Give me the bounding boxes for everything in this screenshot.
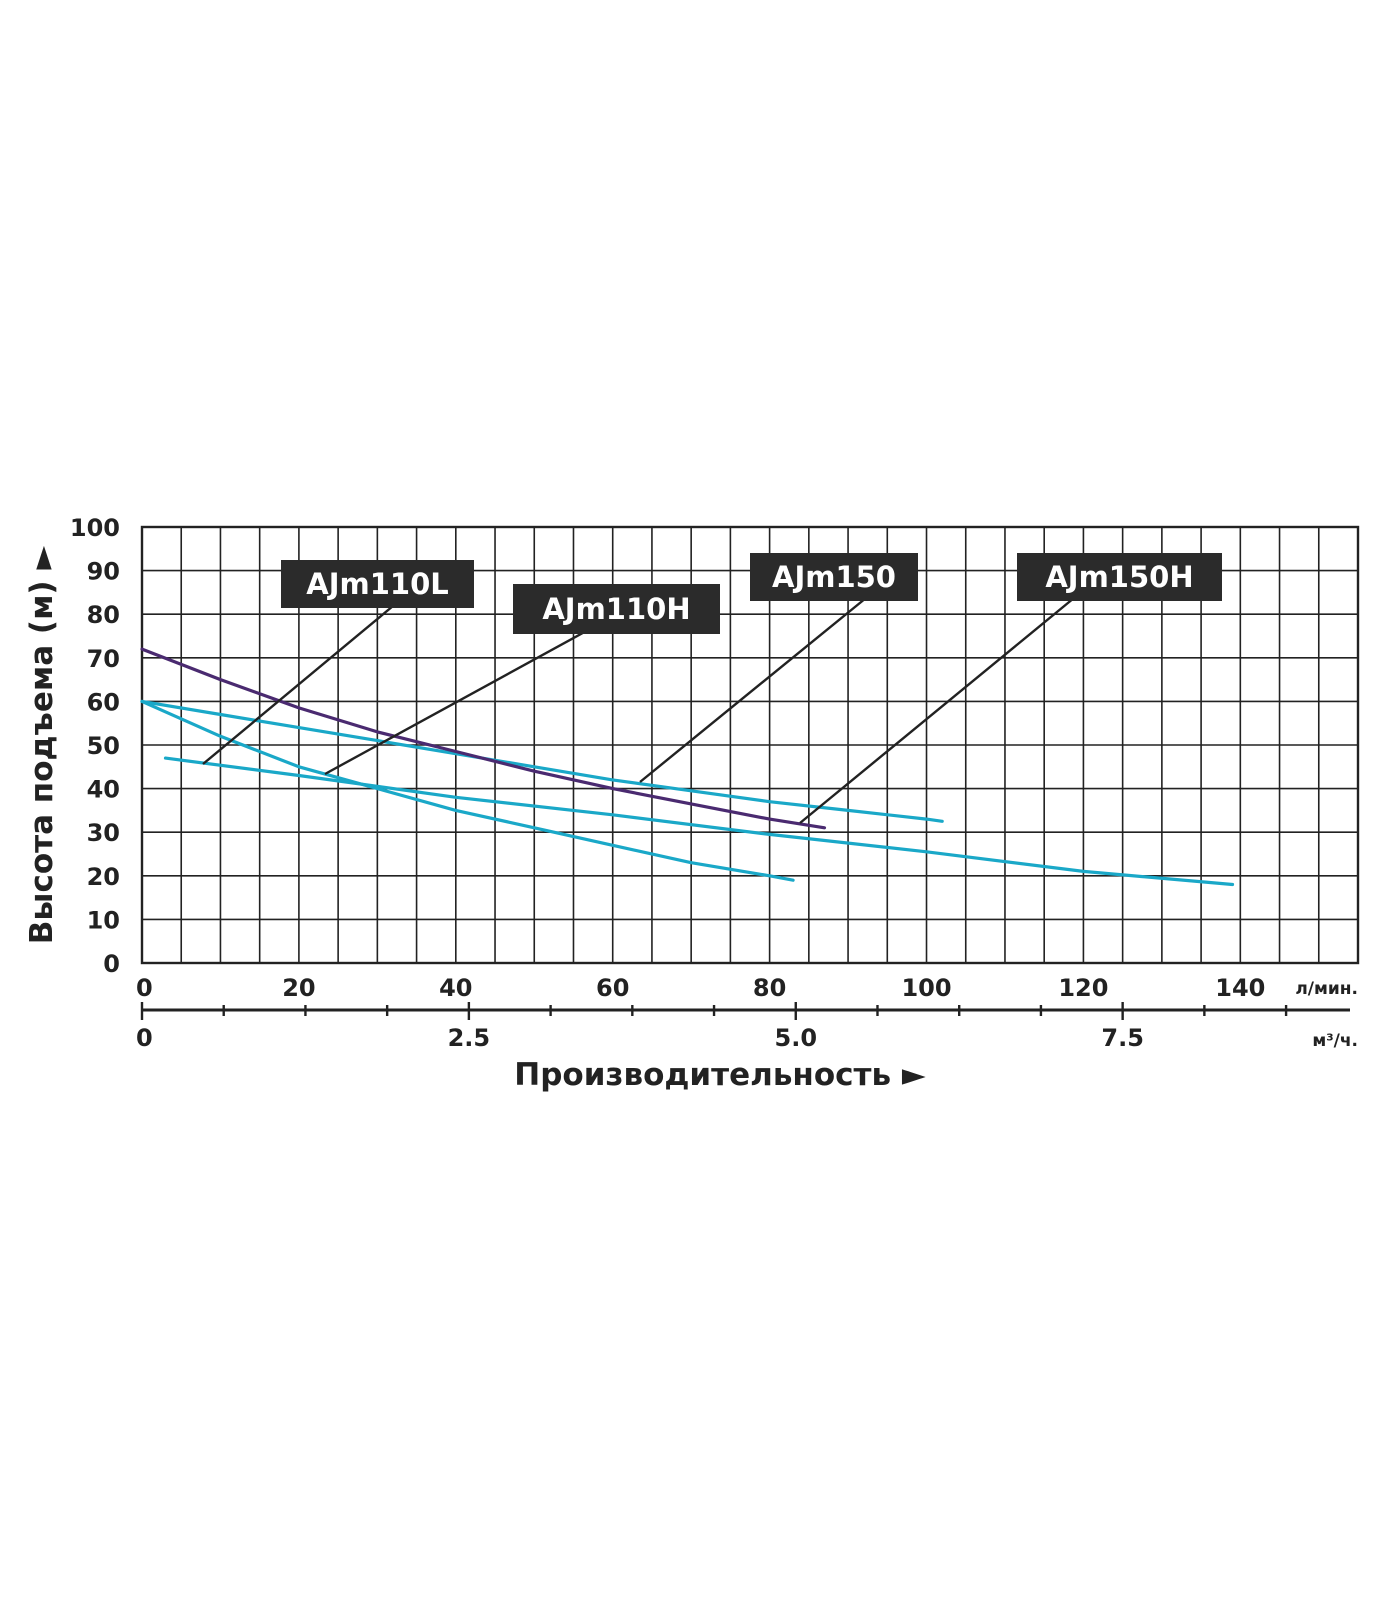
x-tick-label: 100	[901, 974, 951, 1002]
callout-leader-ajm110l	[202, 595, 406, 765]
callout-box-ajm110h	[513, 584, 720, 634]
series-label-ajm110l: AJm110L	[306, 567, 448, 601]
x-tick-label: 120	[1058, 974, 1108, 1002]
x-axis-title: Производительность ►	[514, 1057, 926, 1093]
x2-tick-label: 5.0	[775, 1024, 818, 1052]
y-tick-label: 0	[103, 950, 120, 978]
series-line-ajm110h	[140, 699, 944, 823]
series-callouts: AJm110L AJm110H AJm150 AJm150H	[202, 553, 1222, 824]
series-label-ajm150: AJm150	[772, 560, 896, 594]
x2-axis-unit: м³/ч.	[1312, 1031, 1358, 1051]
y-axis-title: Высота подъема (м) ►	[24, 546, 60, 945]
y-tick-label: 70	[87, 645, 120, 673]
y-tick-label: 50	[87, 732, 120, 760]
x2-tick-label: 2.5	[448, 1024, 491, 1052]
y-tick-label: 20	[87, 863, 120, 891]
axes: 0 10 20 30 40 50 60 70 80 90 100 0 20 40 60 80 100 120 140…	[24, 514, 1358, 1093]
x-tick-label: 60	[596, 974, 629, 1002]
x-tick-label: 140	[1215, 974, 1265, 1002]
callout-leader-ajm150h	[799, 597, 1075, 824]
y-tick-label: 30	[87, 819, 120, 847]
x-tick-label: 40	[439, 974, 472, 1002]
series-line-ajm110l	[140, 699, 795, 882]
x2-tick-label: 0	[136, 1024, 153, 1052]
x-axis-unit: л/мин.	[1295, 979, 1358, 999]
x2-tick-label: 7.5	[1101, 1024, 1144, 1052]
y-tick-label: 80	[87, 601, 120, 629]
y-tick-label: 100	[70, 514, 120, 542]
y-tick-label: 60	[87, 688, 120, 716]
callout-box-ajm150h	[1017, 553, 1222, 601]
series-line-ajm150h	[163, 756, 1235, 887]
series-label-ajm110h: AJm110H	[542, 592, 690, 626]
series-line-ajm150	[140, 647, 827, 830]
series-lines	[140, 647, 1235, 887]
callout-box-ajm110l	[281, 560, 474, 608]
callout-leader-ajm110h	[324, 627, 591, 776]
callout-leader-ajm150	[639, 597, 867, 783]
plot-frame	[140, 525, 1360, 965]
series-label-ajm150h: AJm150H	[1045, 560, 1193, 594]
y-tick-label: 10	[87, 906, 120, 934]
x-tick-label: 20	[282, 974, 315, 1002]
y-tick-label: 90	[87, 558, 120, 586]
x-tick-label: 0	[136, 974, 153, 1002]
y-tick-label: 40	[87, 776, 120, 804]
callout-box-ajm150	[750, 553, 918, 601]
x-tick-label: 80	[753, 974, 786, 1002]
